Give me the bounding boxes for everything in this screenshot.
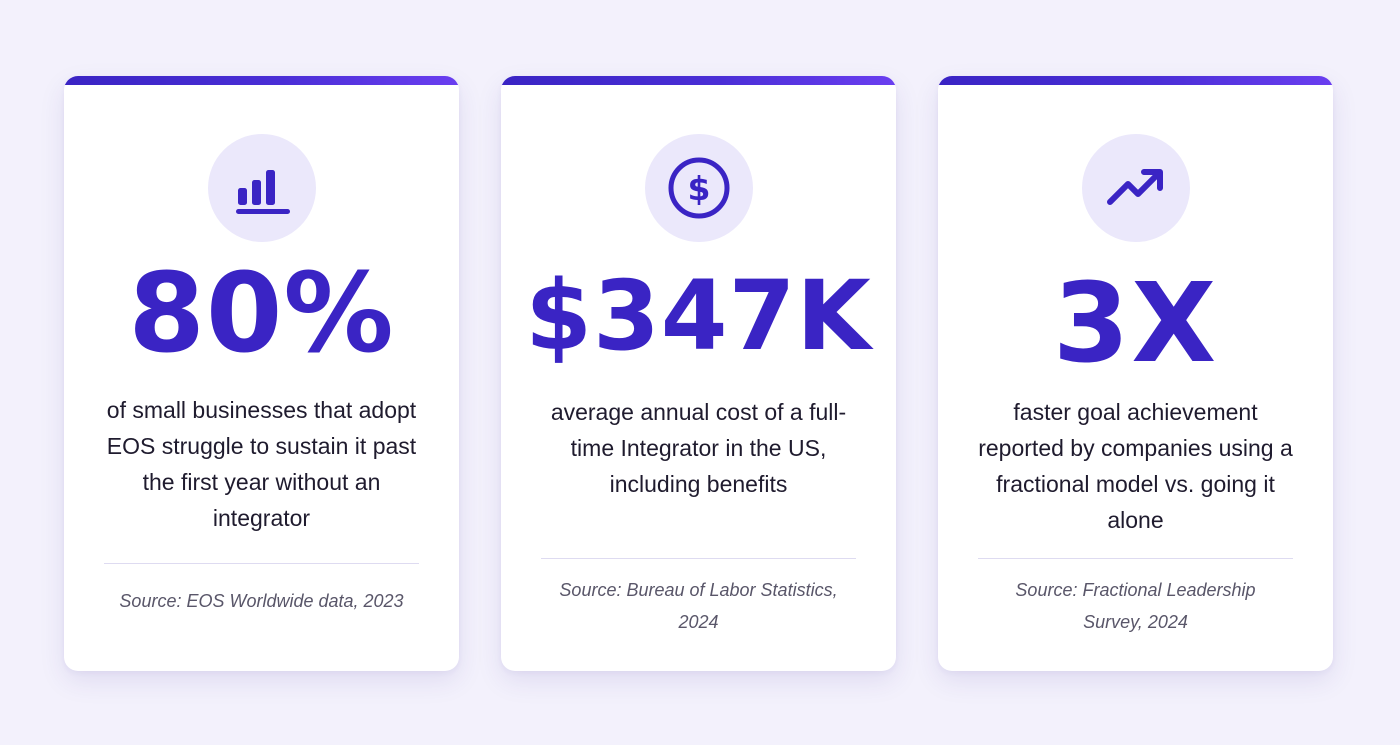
icon-badge (1081, 134, 1190, 242)
svg-text:$: $ (687, 169, 710, 208)
stat-card-integrator-cost: $ $347K average annual cost of a full-ti… (501, 76, 896, 671)
icon-badge: $ (644, 134, 753, 242)
stat-card-fractional-model: 3X faster goal achievement reported by c… (938, 76, 1333, 671)
stat-value: 80% (128, 249, 395, 377)
stat-value: $347K (525, 260, 872, 372)
trending-up-icon (1106, 169, 1163, 205)
source-citation: Source: Bureau of Labor Statistics, 2024 (559, 580, 838, 632)
bar-chart-icon (235, 170, 290, 214)
divider (541, 558, 856, 559)
stat-description: average annual cost of a full-time Integ… (550, 399, 847, 497)
source-citation: Source: EOS Worldwide data, 2023 (119, 591, 404, 611)
stat-card-small-business-eos: 80% of small businesses that adopt EOS s… (64, 76, 459, 671)
divider (104, 563, 419, 564)
stat-value: 3X (1052, 259, 1219, 387)
divider (978, 558, 1293, 559)
source-citation: Source: Fractional Leadership Survey, 20… (1015, 580, 1256, 632)
card-accent-bar (501, 76, 896, 85)
stat-cards: 80% of small businesses that adopt EOS s… (64, 76, 1333, 671)
stat-description: of small businesses that adopt EOS strug… (106, 397, 417, 531)
icon-badge (207, 134, 316, 242)
card-accent-bar (938, 76, 1333, 85)
card-accent-bar (64, 76, 459, 85)
dollar-circle-icon: $ (668, 157, 729, 219)
stat-description: faster goal achievement reported by comp… (978, 399, 1293, 533)
